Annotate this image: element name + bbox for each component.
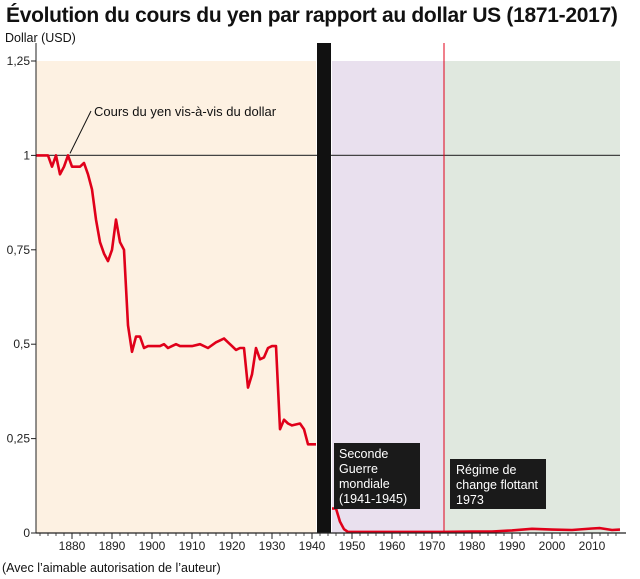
chart-title: Évolution du cours du yen par rapport au… bbox=[6, 4, 618, 27]
x-tick-label: 1990 bbox=[499, 539, 526, 553]
x-tick-label: 1950 bbox=[339, 539, 366, 553]
x-tick-label: 1980 bbox=[459, 539, 486, 553]
x-tick-label: 1940 bbox=[299, 539, 326, 553]
x-tick-label: 1930 bbox=[259, 539, 286, 553]
float-box-line: 1973 bbox=[456, 493, 484, 507]
series-label: Cours du yen vis-à-vis du dollar bbox=[94, 104, 277, 119]
x-tick-label: 1970 bbox=[419, 539, 446, 553]
y-tick-label: 0,5 bbox=[13, 337, 30, 351]
y-tick-label: 1,25 bbox=[7, 54, 31, 68]
y-tick-label: 0,75 bbox=[7, 243, 31, 257]
y-tick-label: 1 bbox=[23, 148, 30, 162]
float-box-line: change flottant bbox=[456, 478, 539, 492]
war-box-line: Guerre bbox=[339, 462, 378, 476]
x-tick-label: 2010 bbox=[579, 539, 606, 553]
x-tick-label: 1920 bbox=[219, 539, 246, 553]
war-box bbox=[334, 443, 420, 509]
x-tick-label: 1960 bbox=[379, 539, 406, 553]
source-note: (Avec l’aimable autorisation de l’auteur… bbox=[2, 561, 221, 575]
y-axis-label: Dollar (USD) bbox=[5, 31, 76, 45]
series-label-leader bbox=[69, 110, 92, 154]
x-tick-label: 2000 bbox=[539, 539, 566, 553]
annotations: Cours du yen vis-à-vis du dollar SecondeG… bbox=[69, 104, 546, 509]
period-background-3 bbox=[444, 61, 620, 533]
war-box-line: mondiale bbox=[339, 477, 390, 491]
x-tick-label: 1890 bbox=[99, 539, 126, 553]
x-tick-label: 1880 bbox=[59, 539, 86, 553]
war-band bbox=[317, 43, 331, 533]
period-background-1 bbox=[36, 61, 316, 533]
y-tick-label: 0 bbox=[23, 526, 30, 540]
period-backgrounds bbox=[36, 61, 620, 533]
series-line-segment-2 bbox=[332, 507, 621, 534]
axes: 0 0,25 0,5 0,75 1 1,25 1880 1890 1900 1910 1920 193… bbox=[7, 43, 626, 553]
overlays bbox=[317, 43, 445, 533]
float-box-line: Régime de bbox=[456, 463, 516, 477]
war-box-line: (1941-1945) bbox=[339, 492, 407, 506]
war-box-line: Seconde bbox=[339, 447, 388, 461]
x-tick-label: 1910 bbox=[179, 539, 206, 553]
y-tick-label: 0,25 bbox=[7, 432, 31, 446]
x-tick-label: 1900 bbox=[139, 539, 166, 553]
series-lines bbox=[36, 154, 621, 534]
float-box bbox=[450, 459, 546, 509]
series-line-segment-1 bbox=[36, 154, 316, 446]
